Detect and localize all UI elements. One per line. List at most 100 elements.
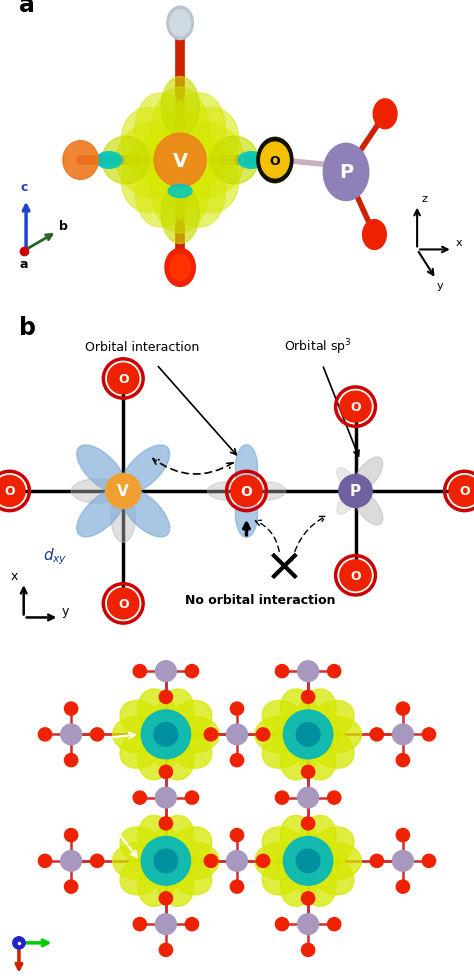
Circle shape — [301, 944, 315, 956]
Ellipse shape — [280, 732, 319, 780]
Text: O: O — [459, 485, 470, 498]
Text: P: P — [350, 484, 361, 499]
Circle shape — [227, 851, 247, 871]
Ellipse shape — [280, 689, 319, 737]
Text: No orbital interaction: No orbital interaction — [185, 594, 336, 606]
Ellipse shape — [169, 843, 219, 879]
Circle shape — [257, 138, 293, 184]
Circle shape — [133, 791, 146, 804]
Ellipse shape — [308, 827, 354, 868]
Text: O: O — [270, 155, 280, 167]
Ellipse shape — [71, 479, 123, 504]
Circle shape — [0, 476, 25, 507]
Ellipse shape — [113, 843, 162, 879]
Ellipse shape — [236, 445, 257, 491]
Circle shape — [133, 917, 146, 931]
Ellipse shape — [120, 701, 166, 742]
Circle shape — [61, 851, 82, 871]
Ellipse shape — [161, 77, 199, 137]
Circle shape — [159, 892, 173, 905]
Circle shape — [141, 836, 191, 885]
Text: y: y — [437, 281, 444, 290]
Circle shape — [141, 710, 191, 759]
Circle shape — [301, 690, 315, 704]
Ellipse shape — [138, 732, 176, 780]
Circle shape — [301, 892, 315, 905]
Circle shape — [230, 880, 244, 893]
Ellipse shape — [113, 716, 162, 753]
Circle shape — [422, 855, 436, 867]
Circle shape — [422, 728, 436, 741]
Ellipse shape — [337, 491, 357, 514]
Text: a: a — [19, 0, 35, 17]
Text: $d_{xy}$: $d_{xy}$ — [43, 546, 67, 566]
Circle shape — [370, 728, 383, 741]
Ellipse shape — [168, 185, 192, 199]
Ellipse shape — [96, 153, 122, 169]
Text: Orbital sp$^3$: Orbital sp$^3$ — [283, 337, 352, 357]
Circle shape — [275, 791, 289, 804]
Circle shape — [159, 690, 173, 704]
Ellipse shape — [121, 133, 193, 213]
Circle shape — [449, 476, 474, 507]
Circle shape — [154, 849, 178, 872]
Circle shape — [159, 944, 173, 956]
Circle shape — [283, 710, 333, 759]
Circle shape — [230, 702, 244, 716]
Circle shape — [396, 880, 410, 893]
Ellipse shape — [121, 489, 170, 537]
Ellipse shape — [161, 94, 225, 185]
Text: V: V — [118, 484, 129, 499]
Ellipse shape — [311, 843, 361, 879]
Ellipse shape — [353, 491, 383, 525]
Ellipse shape — [120, 728, 166, 769]
Text: V: V — [173, 152, 188, 170]
Circle shape — [155, 661, 176, 682]
Circle shape — [204, 855, 218, 867]
Ellipse shape — [155, 859, 194, 907]
Text: z: z — [422, 194, 428, 203]
Ellipse shape — [308, 701, 354, 742]
Ellipse shape — [246, 482, 285, 501]
Ellipse shape — [298, 732, 336, 780]
Circle shape — [256, 855, 270, 867]
Ellipse shape — [311, 716, 361, 753]
Ellipse shape — [238, 153, 264, 169]
Ellipse shape — [255, 716, 304, 753]
Circle shape — [328, 791, 341, 804]
Ellipse shape — [298, 816, 336, 864]
Ellipse shape — [120, 854, 166, 895]
Ellipse shape — [138, 816, 176, 864]
Text: O: O — [350, 569, 361, 582]
Circle shape — [231, 476, 262, 507]
Circle shape — [323, 144, 369, 201]
Ellipse shape — [102, 137, 149, 185]
Text: b: b — [19, 316, 36, 339]
Ellipse shape — [77, 446, 126, 494]
Circle shape — [261, 143, 289, 179]
Circle shape — [38, 855, 52, 867]
Text: O: O — [118, 373, 128, 385]
Circle shape — [64, 702, 78, 716]
Ellipse shape — [161, 185, 199, 244]
Ellipse shape — [262, 854, 308, 895]
Circle shape — [185, 791, 199, 804]
Ellipse shape — [208, 482, 246, 501]
Ellipse shape — [337, 468, 357, 492]
Circle shape — [91, 728, 104, 741]
Circle shape — [374, 100, 397, 129]
Ellipse shape — [168, 123, 244, 199]
Circle shape — [396, 828, 410, 842]
Ellipse shape — [155, 689, 194, 737]
Text: O: O — [4, 485, 15, 498]
Circle shape — [38, 728, 52, 741]
Ellipse shape — [167, 109, 239, 189]
Ellipse shape — [262, 701, 308, 742]
Circle shape — [185, 917, 199, 931]
Circle shape — [298, 913, 319, 934]
Ellipse shape — [121, 446, 170, 494]
Ellipse shape — [280, 859, 319, 907]
Ellipse shape — [298, 689, 336, 737]
Circle shape — [230, 828, 244, 842]
Text: b: b — [58, 930, 66, 944]
